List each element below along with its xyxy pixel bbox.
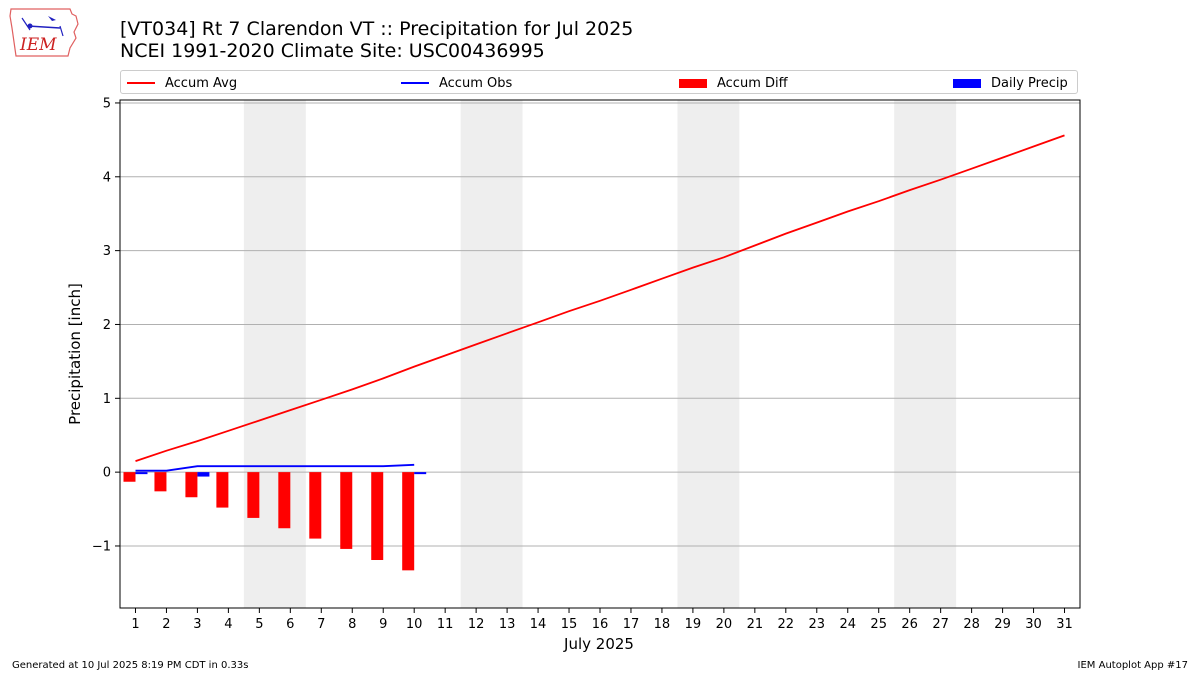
y-tick-label--1: −1 xyxy=(92,539,111,554)
x-axis-label: July 2025 xyxy=(563,635,634,653)
accum-diff-bar-day-10 xyxy=(402,472,415,571)
weekend-band-3 xyxy=(677,100,740,608)
chart-legend: Accum Avg Accum Obs Accum Diff Daily Pre… xyxy=(120,70,1078,94)
x-tick-label-7: 7 xyxy=(317,617,325,632)
legend-item-accum-diff: Accum Diff xyxy=(679,74,788,92)
y-tick-label-2: 2 xyxy=(103,318,111,333)
x-tick-label-21: 21 xyxy=(747,617,764,632)
legend-swatch-daily-precip xyxy=(953,78,981,88)
x-tick-label-1: 1 xyxy=(131,617,139,632)
title-line-2: NCEI 1991-2020 Climate Site: USC00436995 xyxy=(120,40,545,62)
legend-item-accum-obs: Accum Obs xyxy=(401,74,512,92)
y-axis-label: Precipitation [inch] xyxy=(66,283,84,425)
weekend-band-2 xyxy=(460,100,523,608)
iem-logo: IEM xyxy=(8,6,84,64)
y-tick-label-4: 4 xyxy=(103,170,111,185)
x-tick-label-12: 12 xyxy=(468,617,485,632)
weekend-band-1 xyxy=(243,100,306,608)
x-tick-label-11: 11 xyxy=(437,617,454,632)
legend-label-accum-avg: Accum Avg xyxy=(165,75,238,91)
y-tick-label-3: 3 xyxy=(103,244,111,259)
x-tick-label-31: 31 xyxy=(1056,617,1073,632)
accum-diff-bar-day-8 xyxy=(340,472,353,549)
legend-label-accum-diff: Accum Diff xyxy=(717,75,788,91)
x-tick-label-6: 6 xyxy=(286,617,294,632)
x-tick-label-3: 3 xyxy=(193,617,201,632)
accum-diff-bar-day-6 xyxy=(278,472,291,529)
footer-generated: Generated at 10 Jul 2025 8:19 PM CDT in … xyxy=(12,660,249,671)
x-tick-label-10: 10 xyxy=(406,617,423,632)
accum-diff-bar-day-1 xyxy=(123,472,136,482)
x-tick-label-19: 19 xyxy=(685,617,702,632)
accum-diff-bar-day-3 xyxy=(185,472,198,498)
x-tick-label-28: 28 xyxy=(963,617,980,632)
title-line-1: [VT034] Rt 7 Clarendon VT :: Precipitati… xyxy=(120,18,634,40)
x-tick-label-16: 16 xyxy=(592,617,609,632)
accum-avg-line xyxy=(135,134,1065,462)
x-tick-label-23: 23 xyxy=(809,617,826,632)
accum-diff-bar-day-5 xyxy=(247,472,260,518)
x-tick-label-9: 9 xyxy=(379,617,387,632)
accum-diff-bar-day-2 xyxy=(154,472,167,492)
x-tick-label-24: 24 xyxy=(839,617,856,632)
x-tick-label-17: 17 xyxy=(623,617,640,632)
x-tick-label-15: 15 xyxy=(561,617,578,632)
y-tick-label-5: 5 xyxy=(103,96,111,111)
legend-label-accum-obs: Accum Obs xyxy=(439,75,513,91)
x-tick-label-13: 13 xyxy=(499,617,516,632)
x-tick-label-14: 14 xyxy=(530,617,547,632)
daily-precip-bar-day-3 xyxy=(197,472,210,477)
legend-label-daily-precip: Daily Precip xyxy=(991,75,1068,91)
accum-obs-line xyxy=(135,463,415,472)
x-tick-label-18: 18 xyxy=(654,617,671,632)
daily-precip-bar-day-10 xyxy=(414,472,427,475)
x-tick-label-26: 26 xyxy=(901,617,918,632)
y-tick-label-1: 1 xyxy=(103,392,111,407)
x-tick-label-25: 25 xyxy=(870,617,887,632)
legend-swatch-accum-diff xyxy=(679,78,707,88)
legend-item-daily-precip: Daily Precip xyxy=(953,74,1068,92)
logo-text: IEM xyxy=(19,35,57,55)
y-tick-label-0: 0 xyxy=(103,466,111,481)
x-tick-label-29: 29 xyxy=(994,617,1011,632)
x-tick-label-20: 20 xyxy=(716,617,733,632)
legend-swatch-accum-obs xyxy=(401,82,429,84)
daily-precip-bar-day-1 xyxy=(135,472,148,475)
x-tick-label-22: 22 xyxy=(778,617,795,632)
footer-app-id: IEM Autoplot App #17 xyxy=(1077,660,1188,671)
x-tick-label-2: 2 xyxy=(162,617,170,632)
chart-title: [VT034] Rt 7 Clarendon VT :: Precipitati… xyxy=(120,18,633,62)
accum-diff-bar-day-4 xyxy=(216,472,229,508)
legend-item-accum-avg: Accum Avg xyxy=(127,74,237,92)
x-tick-label-5: 5 xyxy=(255,617,263,632)
x-tick-label-30: 30 xyxy=(1025,617,1042,632)
weekend-band-4 xyxy=(894,100,957,608)
accum-diff-bar-day-7 xyxy=(309,472,322,539)
x-tick-label-27: 27 xyxy=(932,617,949,632)
legend-swatch-accum-avg xyxy=(127,82,155,84)
x-tick-label-4: 4 xyxy=(224,617,232,632)
x-tick-label-8: 8 xyxy=(348,617,356,632)
accum-diff-bar-day-9 xyxy=(371,472,384,561)
